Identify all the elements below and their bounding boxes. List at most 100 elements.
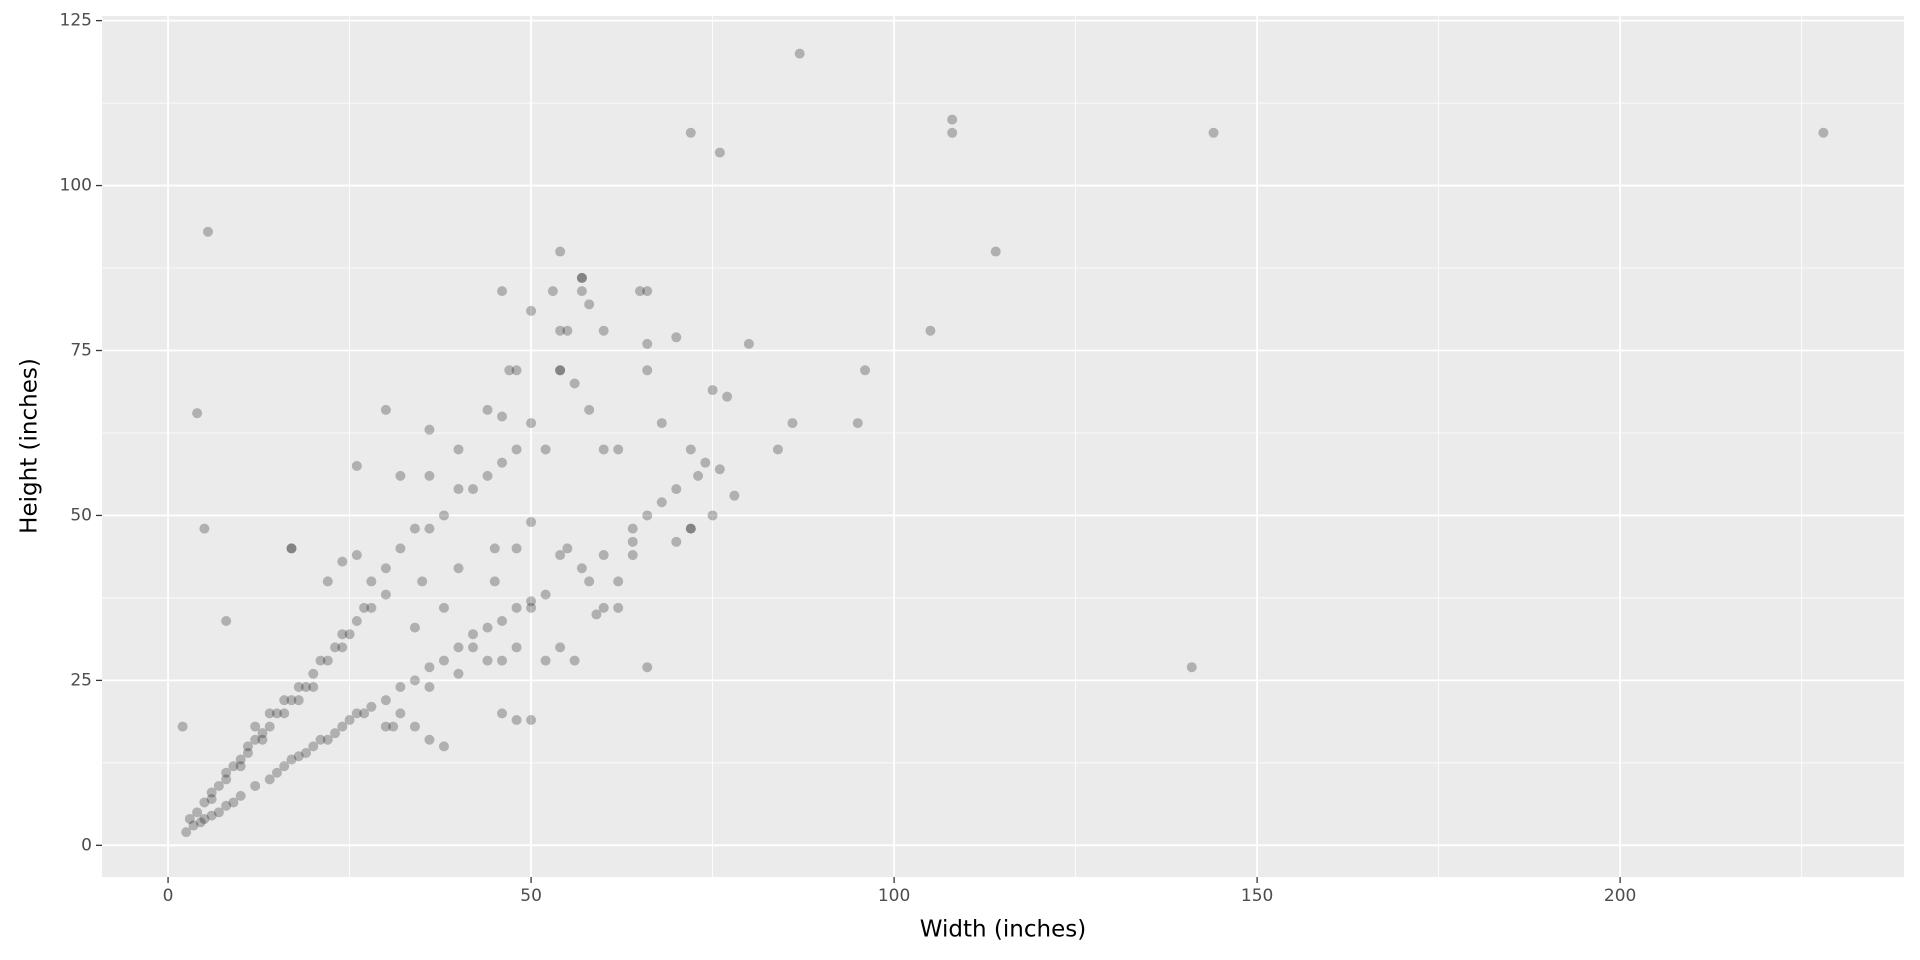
x-tick-label: 0: [163, 886, 174, 906]
point: [627, 536, 638, 547]
point: [315, 655, 326, 666]
point: [228, 761, 239, 772]
point: [584, 299, 595, 310]
point: [634, 286, 645, 297]
point: [264, 721, 275, 732]
point: [555, 550, 566, 561]
point: [279, 708, 290, 719]
point: [359, 602, 370, 613]
point: [380, 404, 391, 415]
point: [511, 543, 522, 554]
point: [497, 655, 508, 666]
point: [438, 602, 449, 613]
point: [555, 365, 566, 376]
x-tick-label: 100: [878, 886, 910, 906]
point: [504, 365, 515, 376]
point: [359, 708, 370, 719]
point: [417, 576, 428, 587]
point: [569, 378, 580, 389]
point: [250, 780, 261, 791]
point: [576, 272, 587, 283]
point: [511, 714, 522, 725]
point: [468, 642, 478, 653]
point: [337, 642, 348, 653]
point: [497, 457, 508, 468]
point: [540, 444, 551, 455]
point: [714, 147, 725, 158]
point: [576, 272, 587, 283]
point: [526, 602, 537, 613]
y-tick-label: 75: [70, 341, 92, 361]
point: [184, 813, 195, 824]
point: [511, 602, 522, 613]
y-axis-title: Height (inches): [17, 358, 43, 534]
point: [279, 761, 290, 772]
point: [315, 734, 326, 745]
point: [293, 681, 304, 692]
panel: [102, 16, 1904, 877]
point: [199, 523, 210, 534]
point: [613, 602, 624, 613]
point: [852, 418, 863, 429]
point: [453, 444, 464, 455]
point: [685, 127, 696, 138]
point: [228, 797, 239, 808]
point: [351, 708, 362, 719]
point: [308, 668, 319, 679]
point: [707, 385, 718, 396]
point: [497, 616, 508, 627]
y-tick-label: 0: [81, 835, 92, 855]
point: [424, 424, 435, 435]
point: [366, 701, 377, 712]
point: [264, 774, 275, 785]
point: [468, 484, 478, 495]
point: [438, 741, 449, 752]
point: [743, 338, 754, 349]
point: [685, 523, 696, 534]
point: [322, 576, 333, 587]
point: [562, 543, 573, 554]
point: [700, 457, 711, 468]
point: [642, 662, 653, 673]
point: [395, 708, 406, 719]
point: [301, 747, 312, 758]
point: [293, 751, 304, 762]
point: [925, 325, 936, 336]
point: [482, 655, 493, 666]
point: [424, 470, 435, 481]
point: [337, 629, 348, 640]
point: [192, 807, 203, 818]
point: [947, 114, 958, 125]
point: [199, 813, 210, 824]
point: [395, 470, 406, 481]
y-tick-label: 100: [60, 176, 92, 196]
point: [424, 681, 435, 692]
point: [322, 734, 333, 745]
point: [598, 444, 609, 455]
point: [511, 365, 522, 376]
point: [642, 286, 653, 297]
point: [206, 810, 217, 821]
point: [598, 325, 609, 336]
point: [366, 576, 377, 587]
point: [526, 714, 537, 725]
point: [235, 761, 246, 772]
point: [409, 622, 420, 633]
point: [380, 721, 391, 732]
point: [206, 794, 217, 805]
point: [192, 408, 203, 419]
point: [794, 48, 805, 59]
point: [453, 668, 464, 679]
point: [286, 754, 297, 765]
point: [344, 629, 355, 640]
point: [453, 642, 464, 653]
point: [555, 642, 566, 653]
point: [613, 444, 624, 455]
point: [772, 444, 783, 455]
point: [562, 325, 573, 336]
point: [598, 602, 609, 613]
point: [213, 807, 224, 818]
x-tick-label: 200: [1604, 886, 1636, 906]
point: [203, 226, 213, 237]
point: [598, 550, 609, 561]
